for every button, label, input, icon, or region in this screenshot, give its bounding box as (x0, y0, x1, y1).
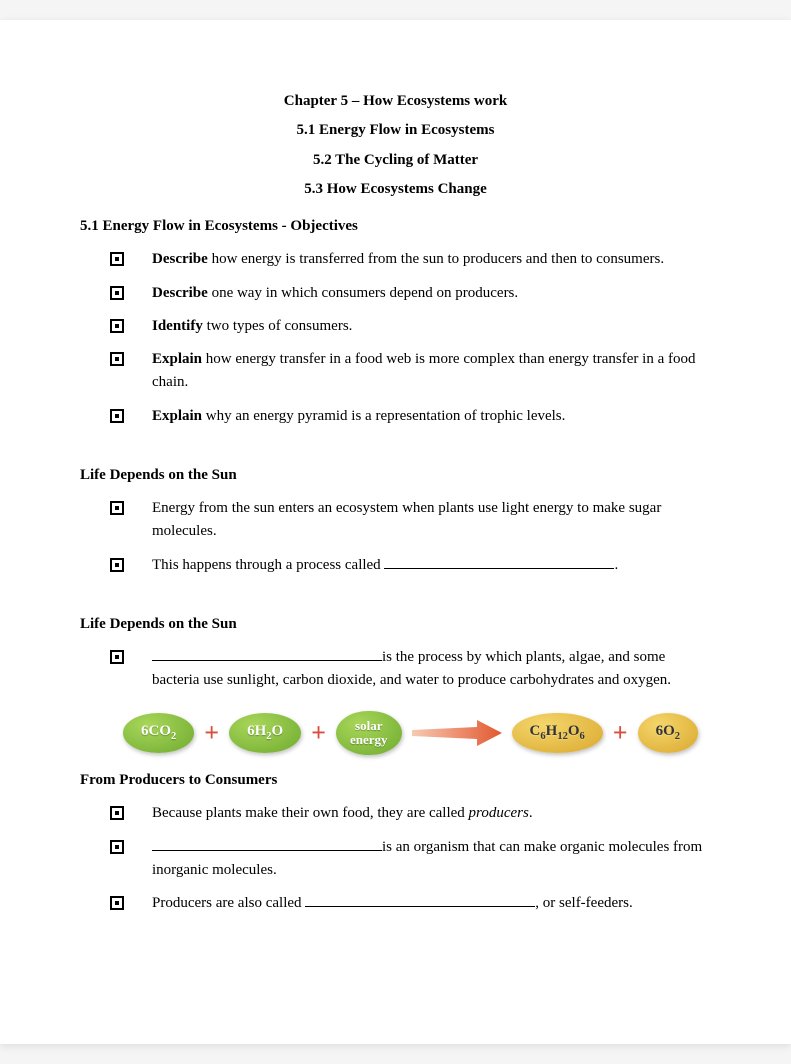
section-5-1-title: 5.1 Energy Flow in Ecosystems (80, 119, 711, 142)
fill-blank[interactable] (384, 554, 614, 569)
objective-item: Identify two types of consumers. (80, 315, 711, 338)
bullet-icon (110, 650, 124, 664)
life-depends-heading-2: Life Depends on the Sun (80, 613, 711, 636)
content-item: Because plants make their own food, they… (80, 802, 711, 825)
fill-blank[interactable] (305, 892, 535, 907)
objective-item: Describe one way in which consumers depe… (80, 282, 711, 305)
chapter-title: Chapter 5 – How Ecosystems work (80, 90, 711, 113)
objective-item: Explain how energy transfer in a food we… (80, 348, 711, 395)
reactant-h2o: 6H2O (229, 713, 301, 753)
objectives-heading: 5.1 Energy Flow in Ecosystems - Objectiv… (80, 215, 711, 238)
objective-item: Explain why an energy pyramid is a repre… (80, 405, 711, 428)
fill-blank[interactable] (152, 646, 382, 661)
producers-heading: From Producers to Consumers (80, 769, 711, 792)
product-glucose: C6H12O6 (512, 713, 603, 753)
bullet-icon (110, 252, 124, 266)
content-text: Energy from the sun enters an ecosystem … (152, 497, 711, 544)
bullet-icon (110, 319, 124, 333)
content-text: Producers are also called , or self-feed… (152, 892, 711, 915)
section-5-2-title: 5.2 The Cycling of Matter (80, 149, 711, 172)
bullet-icon (110, 806, 124, 820)
plus-icon: + (613, 713, 628, 753)
bullet-icon (110, 286, 124, 300)
life-depends-heading-1: Life Depends on the Sun (80, 464, 711, 487)
section-5-3-title: 5.3 How Ecosystems Change (80, 178, 711, 201)
objective-text: Identify two types of consumers. (152, 315, 711, 338)
bullet-icon (110, 352, 124, 366)
content-item: This happens through a process called . (80, 554, 711, 577)
objective-text: Explain why an energy pyramid is a repre… (152, 405, 711, 428)
objective-item: Describe how energy is transferred from … (80, 248, 711, 271)
product-o2: 6O2 (638, 713, 698, 753)
reactant-solar: solarenergy (336, 711, 402, 756)
objective-text: Describe one way in which consumers depe… (152, 282, 711, 305)
content-text: This happens through a process called . (152, 554, 711, 577)
arrow-icon (412, 720, 502, 746)
photosynthesis-equation: 6CO2 + 6H2O + solarenergy C6H12O6 + 6O2 (80, 711, 711, 756)
content-item: is an organism that can make organic mol… (80, 836, 711, 883)
plus-icon: + (204, 713, 219, 753)
bullet-icon (110, 409, 124, 423)
fill-blank[interactable] (152, 836, 382, 851)
plus-icon: + (311, 713, 326, 753)
content-text: Because plants make their own food, they… (152, 802, 711, 825)
objective-text: Explain how energy transfer in a food we… (152, 348, 711, 395)
content-text: is an organism that can make organic mol… (152, 836, 711, 883)
reactant-co2: 6CO2 (123, 713, 194, 753)
document-page: Chapter 5 – How Ecosystems work 5.1 Ener… (0, 20, 791, 1044)
content-item: Producers are also called , or self-feed… (80, 892, 711, 915)
content-item: is the process by which plants, algae, a… (80, 646, 711, 693)
bullet-icon (110, 896, 124, 910)
bullet-icon (110, 501, 124, 515)
content-item: Energy from the sun enters an ecosystem … (80, 497, 711, 544)
bullet-icon (110, 558, 124, 572)
content-text: is the process by which plants, algae, a… (152, 646, 711, 693)
bullet-icon (110, 840, 124, 854)
objective-text: Describe how energy is transferred from … (152, 248, 711, 271)
